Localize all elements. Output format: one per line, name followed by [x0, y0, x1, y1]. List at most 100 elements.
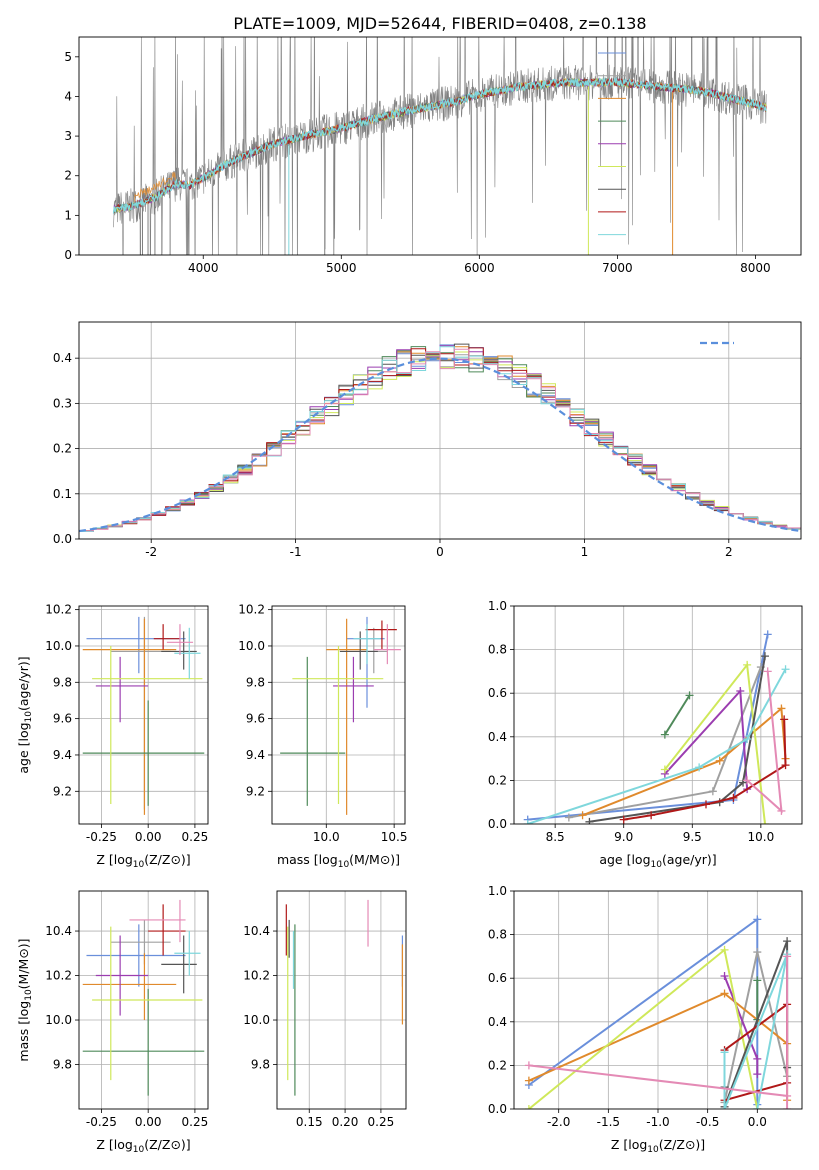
y-tick-label: 1 [64, 208, 72, 222]
plus-marker [720, 989, 729, 998]
y-tick-label: 9.8 [53, 1058, 72, 1072]
x-axis-label: Z [log10(Z/Z⊙)] [96, 1137, 190, 1155]
plus-marker [585, 817, 594, 824]
x-axis-label-sub: 10 [133, 860, 145, 870]
y-tick-label: 9.2 [246, 784, 265, 798]
plus-marker [720, 1048, 729, 1057]
plot-area-weight_vs_age [514, 606, 802, 824]
plus-marker [743, 776, 752, 785]
x-tick-label: 7000 [602, 261, 633, 275]
axes-frame [276, 890, 407, 1110]
plot-area-weight_vs_Z [514, 891, 802, 1109]
y-tick-label: 0.2 [53, 442, 72, 456]
y-tick-label: 10.4 [243, 924, 270, 938]
y-tick-label: 0.8 [488, 928, 507, 942]
weight-line [723, 940, 789, 1108]
x-tick-label: 6000 [464, 261, 495, 275]
x-tick-label: -0.25 [86, 1115, 117, 1129]
x-tick-label: 1 [581, 545, 589, 559]
plus-marker [780, 715, 789, 724]
plus-marker [729, 793, 738, 802]
panel-weight_vs_age: 8.5 9.0 9.5 10.0 0.0 0.2 0.4 0.6 0.8 1.0 age [log1… [488, 599, 803, 870]
plus-marker [524, 1061, 533, 1070]
plus-marker [753, 948, 762, 957]
histogram-step [79, 348, 801, 534]
plus-marker [702, 800, 710, 809]
y-tick-label: 9.6 [53, 712, 72, 726]
plus-marker [777, 704, 786, 713]
weight-line [589, 655, 766, 823]
plus-marker [736, 687, 745, 696]
weight-line [623, 719, 787, 821]
x-axis-label-tail: (Z/Z⊙)] [659, 1137, 705, 1152]
y-tick-label: 0.6 [488, 971, 507, 985]
plus-marker [743, 734, 752, 743]
plus-marker [720, 945, 729, 954]
x-axis-label-tail: (Z/Z⊙)] [144, 852, 190, 867]
y-tick-label: 10.0 [45, 639, 72, 653]
x-tick-label: 0.25 [182, 830, 209, 844]
plus-marker [777, 806, 786, 815]
plus-marker [763, 630, 772, 639]
weight-line [528, 956, 789, 1109]
y-tick-label: 1.0 [488, 599, 507, 613]
y-tick-label: 5 [64, 50, 72, 64]
y-tick-label: 10.2 [45, 969, 72, 983]
y-tick-label: 9.8 [246, 675, 265, 689]
x-axis-label: Z [log10(Z/Z⊙)] [611, 1137, 705, 1155]
x-axis-label-sub: 10 [133, 1145, 145, 1155]
plus-marker [781, 761, 790, 770]
axes-frame [513, 890, 803, 1110]
x-tick-label: 4000 [188, 261, 219, 275]
weight-line [723, 953, 789, 1109]
y-axis-label-sub: 10 [24, 711, 34, 723]
y-tick-label: 0.0 [488, 817, 507, 831]
plus-marker [523, 820, 532, 824]
axes-frame [271, 605, 406, 825]
axes-frame [78, 605, 209, 825]
plus-marker [753, 1070, 762, 1079]
weight-line [528, 917, 759, 1105]
y-tick-label: 9.4 [246, 748, 265, 762]
x-axis-label-main: Z [log [611, 1137, 647, 1152]
plus-marker [524, 1076, 533, 1085]
x-tick-label: 0.00 [135, 1115, 162, 1129]
panel-mass_vs_Z: -0.25 0.00 0.259.810.010.210.4Z [log10(Z/Z… [16, 890, 209, 1155]
x-tick-label: -2.0 [547, 1115, 570, 1129]
x-tick-label: 10.0 [313, 830, 340, 844]
y-tick-label: 10.4 [45, 924, 72, 938]
x-axis-label-tail: (age/yr)] [662, 852, 717, 867]
plus-marker [753, 1105, 762, 1109]
x-axis-label: Z [log10(Z/Z⊙)] [96, 852, 190, 870]
plot-area-mass_vs_EBV [277, 891, 406, 1109]
x-tick-label: 0.20 [332, 1115, 359, 1129]
plus-marker [619, 815, 628, 824]
y-tick-label: 10.2 [243, 969, 270, 983]
plus-marker [753, 915, 762, 924]
panel-spectrum: 4000 5000 6000 7000 8000 0 1 2 3 4 5 [64, 36, 802, 275]
y-axis-label-tail: (M/M⊙)] [16, 938, 31, 989]
axes-frame [78, 890, 209, 1110]
plot-area-age_vs_mass [272, 606, 405, 824]
y-tick-label: 0.4 [53, 351, 72, 365]
weight-line [568, 666, 762, 819]
x-tick-label: 10.5 [381, 830, 408, 844]
weight-line [746, 671, 783, 814]
y-tick-label: 0.4 [488, 730, 507, 744]
y-tick-label: 10.2 [45, 603, 72, 617]
panel-mass_vs_EBV: 0.15 0.20 0.25 9.8 10.0 10.2 10.4 [243, 890, 407, 1129]
x-tick-label: 0.00 [135, 830, 162, 844]
y-tick-label: 9.2 [53, 784, 72, 798]
x-tick-label: -1.0 [646, 1115, 669, 1129]
x-tick-label: -0.5 [696, 1115, 719, 1129]
panel-age_vs_mass: 10.0 10.5 9.2 9.4 9.6 9.8 10.0 10.2 mass [log10(… [238, 603, 407, 870]
x-tick-label: 9.0 [614, 830, 633, 844]
y-axis-label-main: mass [log [16, 1001, 31, 1062]
x-axis-label-tail: (M/M⊙)] [349, 852, 400, 867]
y-tick-label: 0.2 [488, 773, 507, 787]
panel-weight_vs_Z: -2.0 -1.5 -1.0 -0.5 0.0 0.0 0.2 0.4 0.6 0.8 1.0 Z [… [488, 884, 803, 1155]
plus-marker [760, 652, 769, 661]
y-tick-label: 0.2 [488, 1058, 507, 1072]
x-tick-label: 9.5 [683, 830, 702, 844]
